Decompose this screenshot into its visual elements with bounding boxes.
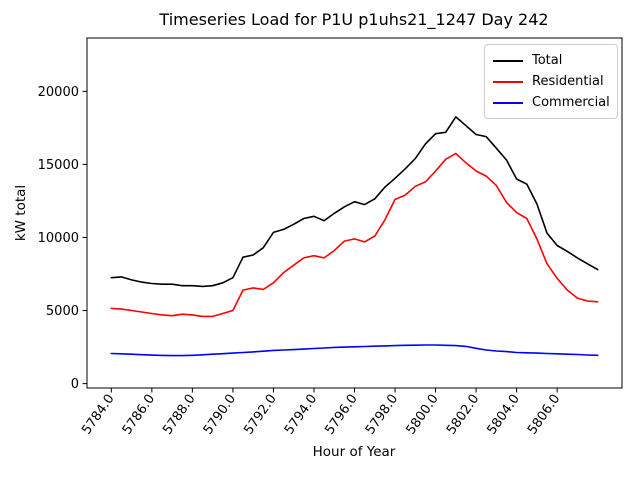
- legend: Total Residential Commercial: [484, 44, 618, 119]
- y-tick-label: 5000: [46, 304, 79, 319]
- y-tick-label: 0: [71, 377, 79, 392]
- x-tick-label: 5786.0: [120, 392, 158, 438]
- series-layer: [110, 116, 599, 357]
- series-line-total: [110, 116, 599, 288]
- legend-label-commercial: Commercial: [532, 95, 610, 110]
- x-tick-label: 5798.0: [363, 392, 401, 438]
- x-tick-label: 5788.0: [160, 392, 198, 438]
- x-tick-label: 5800.0: [403, 392, 441, 438]
- residential-line-swatch: [493, 80, 523, 83]
- total-line-swatch: [493, 59, 523, 62]
- legend-label-total: Total: [532, 53, 563, 68]
- legend-label-residential: Residential: [532, 74, 604, 89]
- y-tick-label: 10000: [38, 231, 79, 246]
- x-tick-label: 5792.0: [241, 392, 279, 438]
- y-tick-label: 15000: [38, 158, 79, 173]
- series-line-residential: [110, 152, 599, 318]
- x-axis-label: Hour of Year: [313, 444, 396, 460]
- x-tick-label: 5794.0: [282, 392, 320, 438]
- chart-title: Timeseries Load for P1U p1uhs21_1247 Day…: [158, 10, 548, 30]
- x-tick-label: 5796.0: [322, 392, 360, 438]
- x-tick-label: 5784.0: [79, 392, 117, 438]
- y-tick-label: 20000: [38, 85, 79, 100]
- x-tick-label: 5802.0: [444, 392, 482, 438]
- series-line-commercial: [110, 344, 599, 357]
- legend-item-residential: Residential: [493, 71, 609, 92]
- commercial-line-swatch: [493, 101, 523, 104]
- legend-item-commercial: Commercial: [493, 92, 610, 113]
- legend-item-total: Total: [493, 50, 609, 71]
- x-tick-label: 5806.0: [525, 392, 563, 438]
- y-axis-label: kW total: [13, 185, 29, 241]
- x-tick-label: 5804.0: [485, 392, 523, 438]
- x-tick-label: 5790.0: [201, 392, 239, 438]
